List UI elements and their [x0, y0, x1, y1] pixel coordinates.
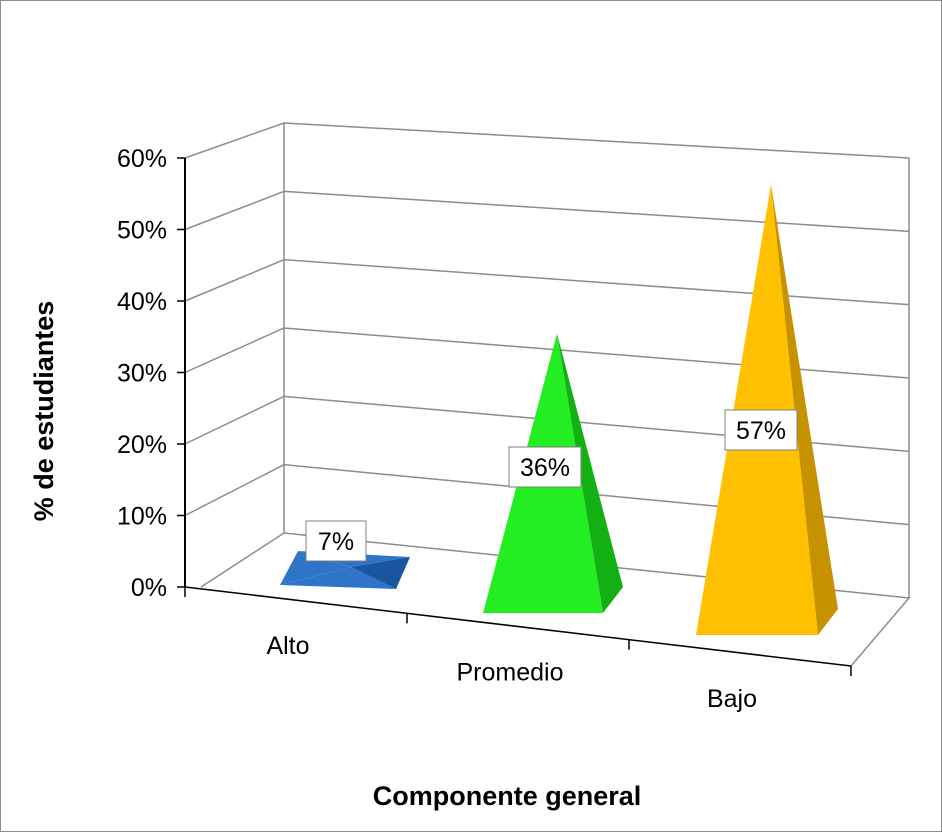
x-tick-label: Promedio	[457, 659, 564, 687]
pyramid-shadow-face	[351, 557, 410, 589]
x-tick-label: Bajo	[707, 685, 757, 713]
y-tick-labels: 0% 10% 20% 30% 40% 50% 60%	[117, 145, 167, 602]
pyramid-face	[280, 551, 351, 585]
data-label: 57%	[724, 409, 798, 451]
y-tick-label: 50%	[117, 217, 167, 245]
pyramid-face	[280, 567, 396, 589]
gridline	[184, 463, 910, 526]
y-tick-label: 0%	[131, 574, 167, 602]
data-label-box	[724, 409, 798, 451]
y-tick-label: 40%	[117, 288, 167, 316]
data-label-box	[508, 446, 582, 488]
data-label: 36%	[508, 446, 582, 488]
pyramid-shadow-face	[771, 184, 838, 635]
gridline	[184, 395, 910, 453]
axes	[177, 157, 852, 676]
gridline	[184, 122, 910, 159]
x-tick-labels: Alto Promedio Bajo	[266, 632, 757, 713]
gridline	[184, 190, 910, 233]
x-tick-label: Alto	[266, 632, 309, 660]
y-tick-label: 60%	[117, 145, 167, 173]
gridlines	[184, 122, 910, 526]
y-tick-label: 10%	[117, 503, 167, 531]
data-label-box	[305, 520, 367, 562]
data-label-text: 57%	[736, 417, 786, 445]
y-tick-label: 30%	[117, 360, 167, 388]
gridline	[184, 327, 910, 379]
pyramid-shadow-face	[557, 333, 623, 613]
y-tick-label: 20%	[117, 431, 167, 459]
data-labels: 7% 36% 57%	[305, 409, 798, 562]
data-label-text: 36%	[520, 454, 570, 482]
x-axis-line	[184, 586, 852, 667]
data-label-text: 7%	[318, 528, 354, 556]
y-axis-title: % de estudiantes	[29, 301, 59, 522]
data-label: 7%	[305, 520, 367, 562]
gridline	[184, 258, 910, 306]
x-axis-title: Componente general	[373, 781, 642, 811]
